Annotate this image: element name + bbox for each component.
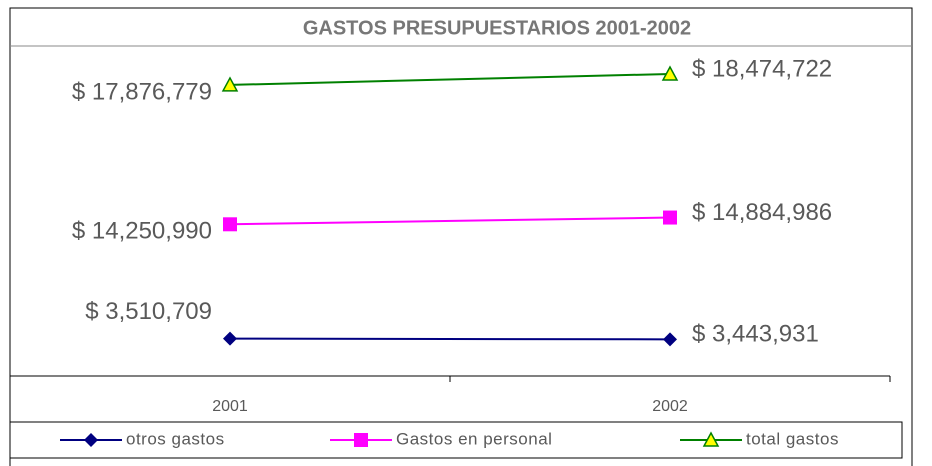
point-marker [661,65,679,81]
x-tick-label: 2001 [212,398,248,415]
series-line [229,72,671,86]
legend-box [9,421,903,459]
legend-marker [702,431,720,447]
point-marker [223,331,237,346]
legend-label: otros gastos [126,429,225,448]
data-label: $ 17,876,779 [72,78,212,105]
series-line [229,216,671,226]
legend-label: Gastos en personal [396,429,552,448]
data-label: $ 14,250,990 [72,218,212,245]
data-label: $ 3,443,931 [692,321,819,348]
data-label: $ 14,884,986 [692,199,832,226]
point-marker [221,76,239,92]
series-line [229,337,671,341]
legend-marker [84,433,98,447]
legend-label: total gastos [746,429,839,448]
chart-title: GASTOS PRESUPUESTARIOS 2001-2002 [303,17,691,39]
point-marker [663,210,677,225]
data-label: $ 18,474,722 [692,55,832,82]
x-tick-label: 2002 [652,398,688,415]
point-marker [223,217,237,232]
data-label: $ 3,510,709 [85,298,212,325]
chart-frame [9,7,913,466]
legend-marker [354,433,368,447]
point-marker [663,332,677,347]
